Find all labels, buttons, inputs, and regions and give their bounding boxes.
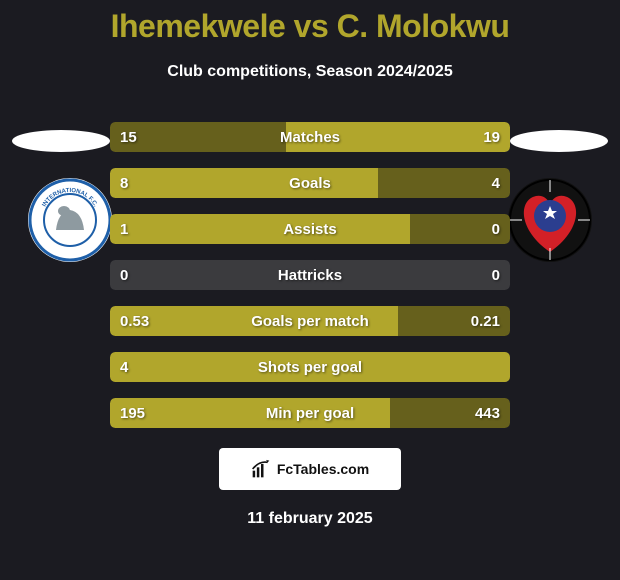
stat-row: 1519Matches [110, 122, 510, 152]
right-badge-svg [508, 178, 592, 262]
watermark: FcTables.com [219, 448, 401, 490]
page-title: Ihemekwele vs C. Molokwu [0, 0, 620, 45]
stat-row: 4Shots per goal [110, 352, 510, 382]
stat-row: 0.530.21Goals per match [110, 306, 510, 336]
stats-bars: 1519Matches 84Goals 10Assists 00Hattricks 0.… [110, 122, 510, 444]
stat-label: Min per goal [110, 398, 510, 428]
right-team-badge [508, 178, 592, 262]
page-subtitle: Club competitions, Season 2024/2025 [0, 63, 620, 81]
stat-row: 10Assists [110, 214, 510, 244]
fctables-icon [251, 459, 271, 479]
stat-label: Hattricks [110, 260, 510, 290]
right-player-silhouette [510, 130, 608, 152]
stat-label: Goals per match [110, 306, 510, 336]
left-player-silhouette [12, 130, 110, 152]
date-label: 11 february 2025 [0, 510, 620, 528]
watermark-text: FcTables.com [277, 461, 369, 477]
stat-row: 00Hattricks [110, 260, 510, 290]
stat-label: Goals [110, 168, 510, 198]
stat-row: 84Goals [110, 168, 510, 198]
stat-label: Matches [110, 122, 510, 152]
stat-row: 195443Min per goal [110, 398, 510, 428]
left-team-badge: INTERNATIONAL F.C. [28, 178, 112, 262]
stat-label: Shots per goal [110, 352, 510, 382]
stat-label: Assists [110, 214, 510, 244]
left-badge-svg: INTERNATIONAL F.C. [28, 178, 112, 262]
